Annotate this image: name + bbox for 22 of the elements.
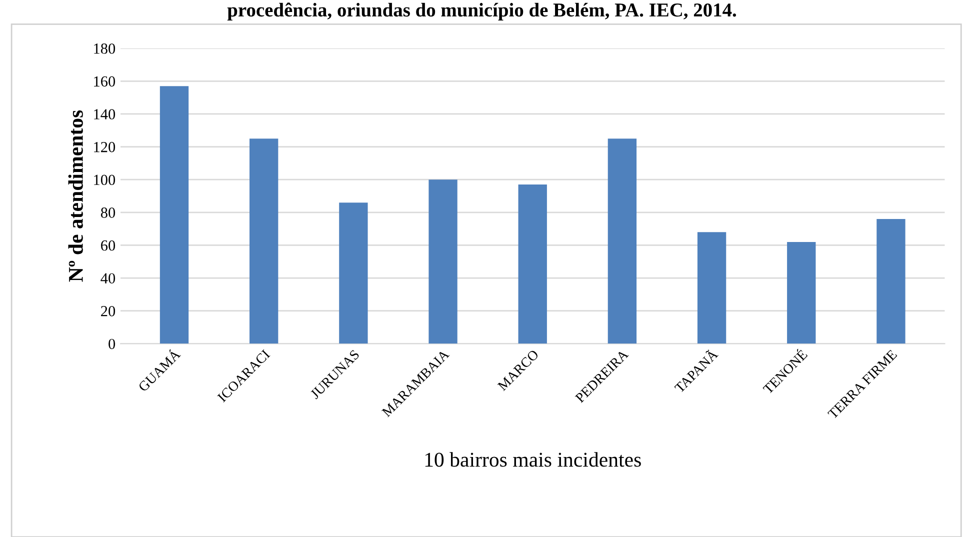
y-tick-label: 20	[101, 306, 116, 316]
bar	[608, 138, 637, 344]
bar	[876, 218, 906, 344]
bar	[250, 138, 278, 344]
y-tick-label: 180	[94, 43, 116, 54]
chart-title: procedência, oriundas do município de Belém, PA. IEC, 2014.	[227, 2, 736, 21]
y-tick-label: 80	[100, 208, 116, 218]
bar	[787, 242, 816, 344]
y-tick-label: 120	[94, 142, 116, 152]
bar	[339, 202, 368, 344]
bar	[160, 86, 189, 344]
bar	[518, 184, 547, 344]
y-axis-title: Nº de atendimentos	[68, 110, 83, 282]
y-tick-label: 60	[101, 240, 116, 251]
y-tick-label: 40	[100, 273, 116, 284]
y-tick-label: 140	[94, 109, 116, 120]
bar	[697, 232, 726, 344]
y-tick-label: 0	[108, 338, 116, 350]
y-tick-label: 100	[94, 174, 116, 186]
bar	[428, 180, 458, 344]
x-axis-title: 10 bairros mais incidentes	[425, 452, 641, 467]
y-tick-label: 160	[94, 76, 116, 87]
